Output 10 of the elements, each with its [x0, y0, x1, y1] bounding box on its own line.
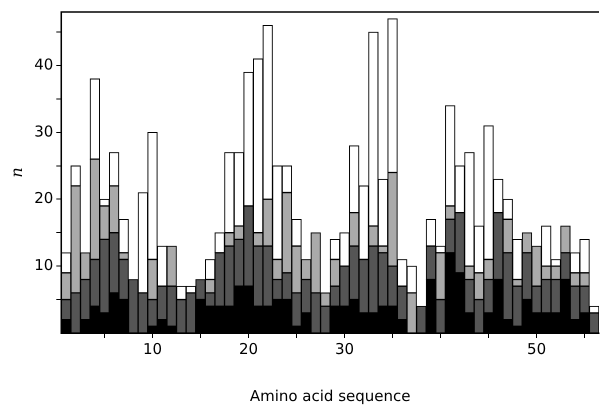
x-tick-label: 10	[142, 340, 162, 358]
y-tick-label: 20	[34, 189, 54, 208]
x-tick-label: 30	[335, 340, 354, 358]
x-axis-title: Amino acid sequence	[250, 386, 410, 405]
x-tick-label: 50	[527, 340, 546, 358]
y-tick-label: 10	[34, 256, 54, 274]
x-tick-label: 20	[238, 340, 258, 358]
y-tick-label: 40	[34, 55, 54, 74]
y-axis-title: n	[6, 167, 26, 178]
y-tick-label: 30	[34, 122, 54, 140]
